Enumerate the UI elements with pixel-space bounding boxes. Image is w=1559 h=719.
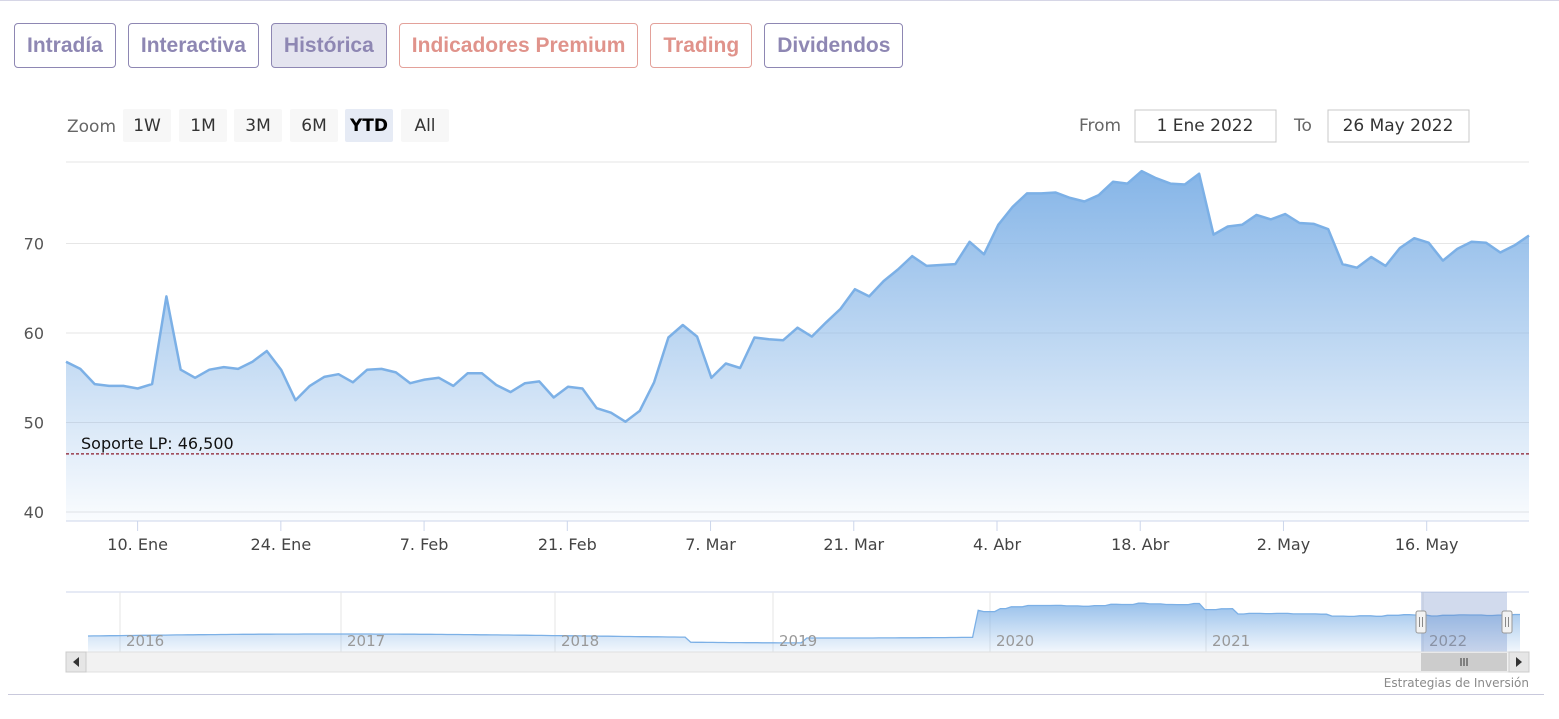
- navigator-left-handle[interactable]: [1415, 610, 1427, 634]
- zoom-button-1w[interactable]: 1W: [123, 109, 171, 142]
- price-area: [66, 171, 1529, 521]
- y-tick-label: 70: [24, 235, 44, 254]
- arrow-right-icon: [1516, 657, 1522, 667]
- navigator-year-label: 2022: [1429, 632, 1467, 650]
- tab-intradia[interactable]: Intradía: [14, 23, 116, 68]
- navigator-right-handle[interactable]: [1501, 610, 1513, 634]
- zoom-button-all[interactable]: All: [401, 109, 449, 142]
- tab-historica[interactable]: Histórica: [270, 23, 387, 68]
- zoom-button-label: 1M: [190, 116, 215, 136]
- zoom-button-label: 6M: [301, 116, 326, 136]
- zoom-button-label: YTD: [349, 116, 388, 136]
- tab-interactiva[interactable]: Interactiva: [127, 23, 259, 68]
- x-tick-label: 24. Ene: [251, 535, 312, 554]
- navigator-year-label: 2021: [1212, 632, 1250, 650]
- y-tick-label: 60: [24, 324, 44, 343]
- arrow-left-icon: [73, 657, 79, 667]
- x-tick-label: 2. May: [1257, 535, 1310, 554]
- scroll-left-button[interactable]: [65, 651, 87, 673]
- navigator-selection[interactable]: [1421, 592, 1507, 652]
- zoom-button-label: All: [414, 116, 435, 136]
- x-tick-label: 18. Abr: [1111, 535, 1170, 554]
- zoom-button-label: 1W: [133, 116, 161, 136]
- navigator-year-label: 2017: [347, 632, 385, 650]
- y-axis-labels: 40 50 60 70: [24, 235, 44, 522]
- tab-indicadores-premium[interactable]: Indicadores Premium: [398, 23, 639, 68]
- navigator-year-label: 2018: [561, 632, 599, 650]
- navigator-year-label: 2019: [779, 632, 817, 650]
- x-tick-label: 21. Mar: [823, 535, 884, 554]
- navigator-line: [87, 602, 1520, 644]
- x-tick-label: 7. Mar: [685, 535, 736, 554]
- to-label: To: [1293, 116, 1312, 136]
- y-tick-label: 50: [24, 414, 44, 433]
- tab-bar: Intradía Interactiva Histórica Indicadores …: [14, 23, 904, 68]
- tab-trading[interactable]: Trading: [650, 23, 753, 68]
- zoom-button-3m[interactable]: 3M: [234, 109, 282, 142]
- scroll-right-button[interactable]: [1508, 651, 1530, 673]
- zoom-button-label: 3M: [245, 116, 270, 136]
- x-tick-label: 10. Ene: [107, 535, 168, 554]
- credits-link[interactable]: Estrategias de Inversión: [1383, 676, 1529, 690]
- bottom-divider: [8, 694, 1544, 695]
- scrollbar-track[interactable]: [65, 651, 1530, 673]
- x-axis: 10. Ene 24. Ene 7. Feb 21. Feb 7. Mar 21. Mar…: [107, 521, 1458, 554]
- top-divider: [0, 0, 1559, 1]
- zoom-button-ytd[interactable]: YTD: [345, 109, 393, 142]
- x-tick-label: 16. May: [1395, 535, 1459, 554]
- to-date-value: 26 May 2022: [1343, 116, 1454, 136]
- x-tick-label: 4. Abr: [973, 535, 1021, 554]
- support-label: Soporte LP: 46,500: [81, 434, 234, 453]
- from-date-input[interactable]: [1134, 109, 1277, 143]
- navigator-area: [88, 603, 1520, 652]
- zoom-label: Zoom: [67, 117, 116, 137]
- from-label: From: [1079, 116, 1121, 136]
- x-tick-label: 21. Feb: [538, 535, 597, 554]
- zoom-buttons: 1W 1M 3M 6M YTD All: [123, 109, 449, 142]
- from-date-value: 1 Ene 2022: [1157, 116, 1254, 136]
- navigator-year-label: 2016: [126, 632, 164, 650]
- x-tick-label: 7. Feb: [400, 535, 449, 554]
- grip-icon: [1460, 658, 1468, 666]
- tab-dividendos[interactable]: Dividendos: [764, 23, 904, 68]
- y-tick-label: 40: [24, 503, 44, 522]
- navigator-year-label: 2020: [996, 632, 1034, 650]
- price-line: [65, 169, 1530, 423]
- zoom-button-6m[interactable]: 6M: [290, 109, 338, 142]
- navigator-labels: 2016 2017 2018 2019 2020 2021 2022: [126, 632, 1467, 650]
- to-date-input[interactable]: [1327, 109, 1470, 143]
- zoom-button-1m[interactable]: 1M: [179, 109, 227, 142]
